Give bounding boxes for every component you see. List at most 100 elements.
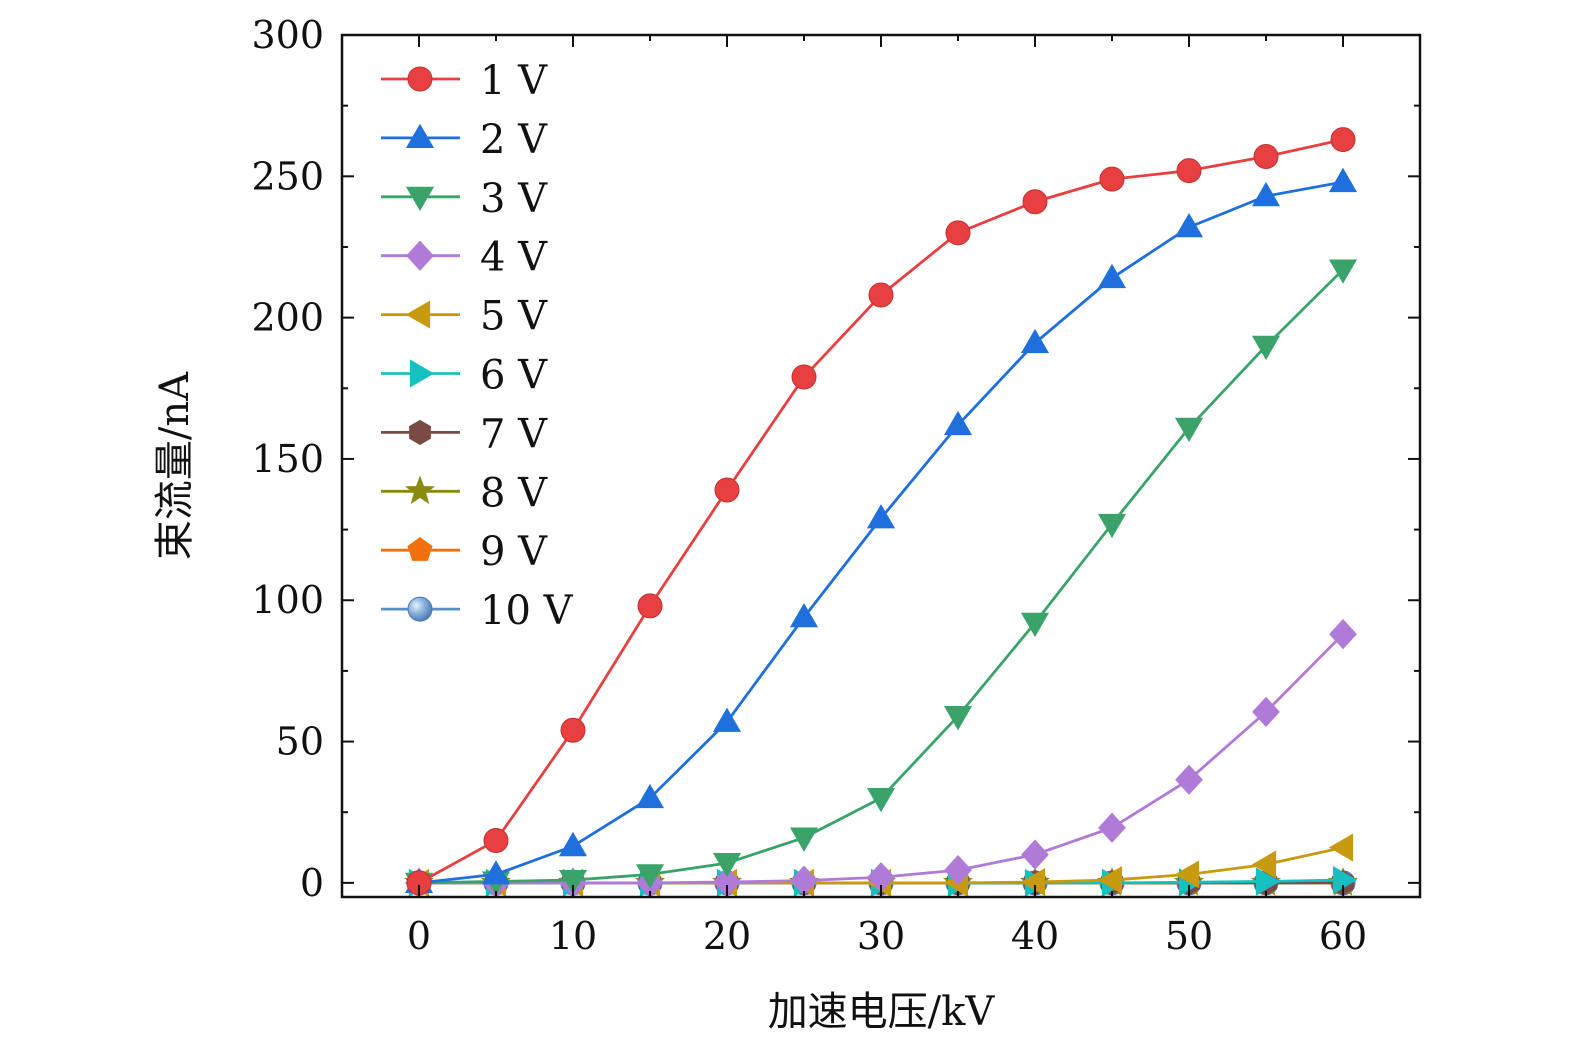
legend-label: 1 V: [480, 58, 548, 104]
legend-item: 2 V: [381, 117, 548, 163]
data-point: [1020, 612, 1050, 638]
data-point: [789, 827, 819, 852]
data-point: [943, 410, 973, 436]
data-point: [945, 220, 971, 246]
data-point: [1330, 127, 1356, 153]
data-point: [635, 783, 665, 809]
legend-item: 9 V: [381, 529, 548, 575]
data-point: [1099, 166, 1125, 192]
data-point: [1174, 417, 1204, 443]
legend-marker: [406, 240, 434, 271]
series-1: [406, 127, 1356, 896]
legend-marker: [404, 475, 436, 505]
legend: 1 V 2 V 3 V 4 V 5 V 6 V 7 V 8 V 9 V 10 V: [381, 58, 574, 634]
data-point: [1097, 865, 1123, 895]
data-point: [483, 827, 509, 853]
legend-item: 4 V: [381, 235, 548, 281]
axes: 0 10 20 30 40 50 60 0 50 100 150 200 250 300: [251, 13, 1421, 958]
legend-marker: [405, 186, 435, 211]
data-point: [558, 869, 588, 895]
data-point: [1332, 865, 1358, 895]
y-tick-label: 200: [251, 296, 324, 340]
legend-label: 4 V: [480, 235, 548, 281]
x-axis-title: 加速电压/kV: [768, 989, 996, 1035]
data-point: [1251, 850, 1277, 879]
data-point: [712, 707, 742, 732]
data-point: [712, 852, 742, 878]
data-point: [714, 477, 740, 503]
legend-marker: [407, 596, 433, 622]
legend-item: 3 V: [381, 176, 548, 222]
data-point: [1329, 619, 1357, 650]
data-point: [1252, 696, 1280, 728]
x-tick-label: 50: [1165, 914, 1213, 958]
data-point: [789, 603, 819, 628]
data-point: [1021, 839, 1049, 870]
data-point: [944, 855, 972, 886]
series-3: [404, 259, 1358, 898]
legend-label: 9 V: [480, 529, 548, 575]
x-tick-label: 40: [1011, 914, 1059, 958]
legend-label: 5 V: [480, 294, 548, 340]
y-tick-label: 50: [276, 720, 324, 764]
data-point: [637, 593, 663, 619]
data-point: [1098, 812, 1126, 843]
x-tick-label: 30: [857, 914, 905, 958]
legend-item: 8 V: [381, 470, 548, 516]
data-point: [866, 787, 896, 813]
legend-item: 5 V: [381, 294, 548, 340]
data-point: [943, 706, 973, 731]
data-point: [1020, 867, 1046, 897]
legend-item: 10 V: [381, 588, 574, 634]
legend-marker: [409, 359, 435, 388]
data-point: [866, 504, 896, 529]
legend-label: 3 V: [480, 176, 548, 222]
legend-label: 7 V: [480, 411, 548, 457]
legend-marker: [405, 300, 431, 329]
series-line: [419, 633, 1344, 885]
data-point: [1174, 212, 1204, 238]
y-tick-label: 300: [251, 13, 324, 57]
data-point: [1251, 335, 1281, 361]
data-point: [1328, 167, 1358, 193]
legend-item: 1 V: [381, 58, 548, 104]
data-point: [635, 864, 665, 889]
x-tick-label: 20: [703, 914, 751, 958]
legend-label: 8 V: [480, 470, 548, 516]
legend-item: 7 V: [381, 411, 548, 457]
y-tick-label: 250: [251, 154, 324, 198]
legend-marker: [407, 536, 433, 561]
data-point: [1328, 833, 1354, 862]
data-point: [1097, 263, 1127, 289]
data-point: [1253, 144, 1279, 170]
x-tick-label: 60: [1319, 914, 1367, 958]
data-point: [1174, 860, 1200, 889]
plot-series: [403, 127, 1359, 899]
legend-item: 6 V: [381, 353, 548, 399]
legend-marker: [405, 123, 435, 148]
data-point: [1176, 158, 1202, 184]
data-point: [1020, 328, 1050, 354]
data-point: [1251, 181, 1281, 207]
legend-label: 10 V: [480, 588, 574, 634]
data-point: [558, 831, 588, 857]
x-tick-label: 0: [407, 914, 431, 958]
data-point: [1328, 259, 1358, 284]
y-tick-label: 0: [300, 861, 324, 905]
data-point: [1255, 867, 1281, 896]
legend-label: 6 V: [480, 353, 548, 399]
y-tick-label: 150: [251, 437, 324, 481]
y-axis-title: 束流量/nA: [152, 371, 198, 560]
x-tick-label: 10: [549, 914, 597, 958]
data-point: [560, 717, 586, 743]
data-point: [1175, 764, 1203, 795]
data-point: [1022, 189, 1048, 215]
data-point: [481, 860, 511, 885]
series-2: [404, 167, 1358, 893]
data-point: [868, 282, 894, 308]
legend-marker: [409, 419, 431, 445]
legend-label: 2 V: [480, 117, 548, 163]
data-point: [1097, 513, 1127, 539]
data-point: [791, 364, 817, 390]
